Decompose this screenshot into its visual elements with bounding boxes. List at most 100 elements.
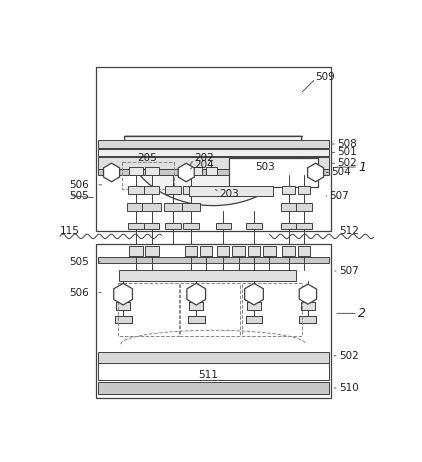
Text: 1: 1: [358, 161, 366, 174]
Bar: [263, 246, 276, 255]
Bar: [188, 316, 205, 323]
Polygon shape: [114, 283, 133, 305]
Bar: [216, 223, 231, 230]
Bar: [164, 203, 182, 211]
Bar: [301, 302, 315, 310]
Bar: [217, 246, 230, 255]
Bar: [281, 203, 296, 211]
Bar: [180, 283, 240, 336]
Bar: [300, 316, 316, 323]
Bar: [185, 246, 197, 255]
Bar: [128, 186, 144, 194]
Bar: [247, 302, 261, 310]
Text: 505: 505: [69, 191, 89, 201]
Polygon shape: [308, 163, 324, 182]
Bar: [145, 246, 159, 255]
Text: 504: 504: [331, 168, 351, 177]
Text: 502: 502: [339, 351, 358, 361]
Polygon shape: [299, 284, 316, 304]
Bar: [189, 302, 203, 310]
Text: 115: 115: [60, 226, 80, 236]
Bar: [189, 302, 203, 310]
Bar: [119, 283, 179, 336]
Bar: [98, 364, 330, 380]
Text: 205: 205: [137, 153, 157, 163]
Polygon shape: [178, 163, 194, 182]
Bar: [144, 186, 159, 194]
Text: 202: 202: [194, 153, 214, 163]
Bar: [206, 167, 217, 175]
Bar: [189, 302, 203, 310]
Bar: [116, 302, 130, 310]
Text: 510: 510: [339, 383, 358, 393]
Bar: [165, 223, 181, 230]
Bar: [115, 316, 132, 323]
Text: 512: 512: [339, 226, 359, 236]
Text: 506: 506: [69, 180, 89, 190]
Text: 2: 2: [358, 307, 366, 320]
Bar: [248, 246, 260, 255]
Bar: [281, 223, 296, 230]
Bar: [246, 316, 262, 323]
Bar: [247, 302, 261, 310]
Text: 203: 203: [219, 189, 239, 199]
Bar: [230, 158, 318, 187]
Bar: [142, 203, 161, 211]
Text: 502: 502: [337, 158, 357, 168]
Text: 507: 507: [330, 191, 349, 201]
Bar: [98, 170, 330, 175]
Bar: [246, 316, 262, 323]
Bar: [129, 167, 143, 175]
Bar: [144, 223, 159, 230]
Bar: [296, 203, 312, 211]
Bar: [98, 157, 330, 170]
Polygon shape: [103, 163, 119, 182]
Bar: [98, 140, 330, 148]
Bar: [183, 223, 199, 230]
Bar: [282, 186, 295, 194]
Bar: [127, 203, 146, 211]
Bar: [115, 316, 132, 323]
Bar: [246, 316, 262, 323]
Bar: [189, 186, 273, 195]
Bar: [98, 257, 330, 262]
Text: 505: 505: [69, 257, 89, 267]
Bar: [298, 246, 310, 255]
Bar: [233, 246, 245, 255]
Bar: [98, 149, 330, 156]
Text: 508: 508: [337, 139, 357, 149]
Polygon shape: [245, 283, 263, 305]
Bar: [181, 203, 200, 211]
Bar: [301, 302, 315, 310]
Bar: [246, 223, 262, 230]
Bar: [247, 302, 261, 310]
Bar: [300, 316, 316, 323]
Polygon shape: [124, 136, 302, 206]
Bar: [122, 162, 174, 188]
Bar: [296, 223, 312, 230]
Bar: [165, 186, 181, 194]
Bar: [183, 186, 199, 194]
Text: 204: 204: [194, 160, 214, 170]
Text: 503: 503: [256, 162, 275, 172]
Bar: [242, 283, 302, 336]
Bar: [188, 316, 205, 323]
Bar: [200, 246, 212, 255]
Bar: [96, 244, 331, 398]
Text: 509: 509: [316, 72, 335, 82]
Text: 511: 511: [199, 370, 219, 380]
Text: 501: 501: [337, 147, 357, 158]
Bar: [116, 302, 130, 310]
Bar: [96, 67, 331, 231]
Bar: [129, 246, 143, 255]
Bar: [98, 382, 330, 394]
Bar: [128, 223, 144, 230]
Bar: [188, 316, 205, 323]
Polygon shape: [187, 283, 206, 305]
Bar: [298, 186, 310, 194]
Text: 507: 507: [339, 266, 358, 276]
Bar: [191, 167, 202, 175]
Text: 506: 506: [69, 288, 89, 298]
Bar: [282, 246, 295, 255]
Bar: [145, 167, 159, 175]
